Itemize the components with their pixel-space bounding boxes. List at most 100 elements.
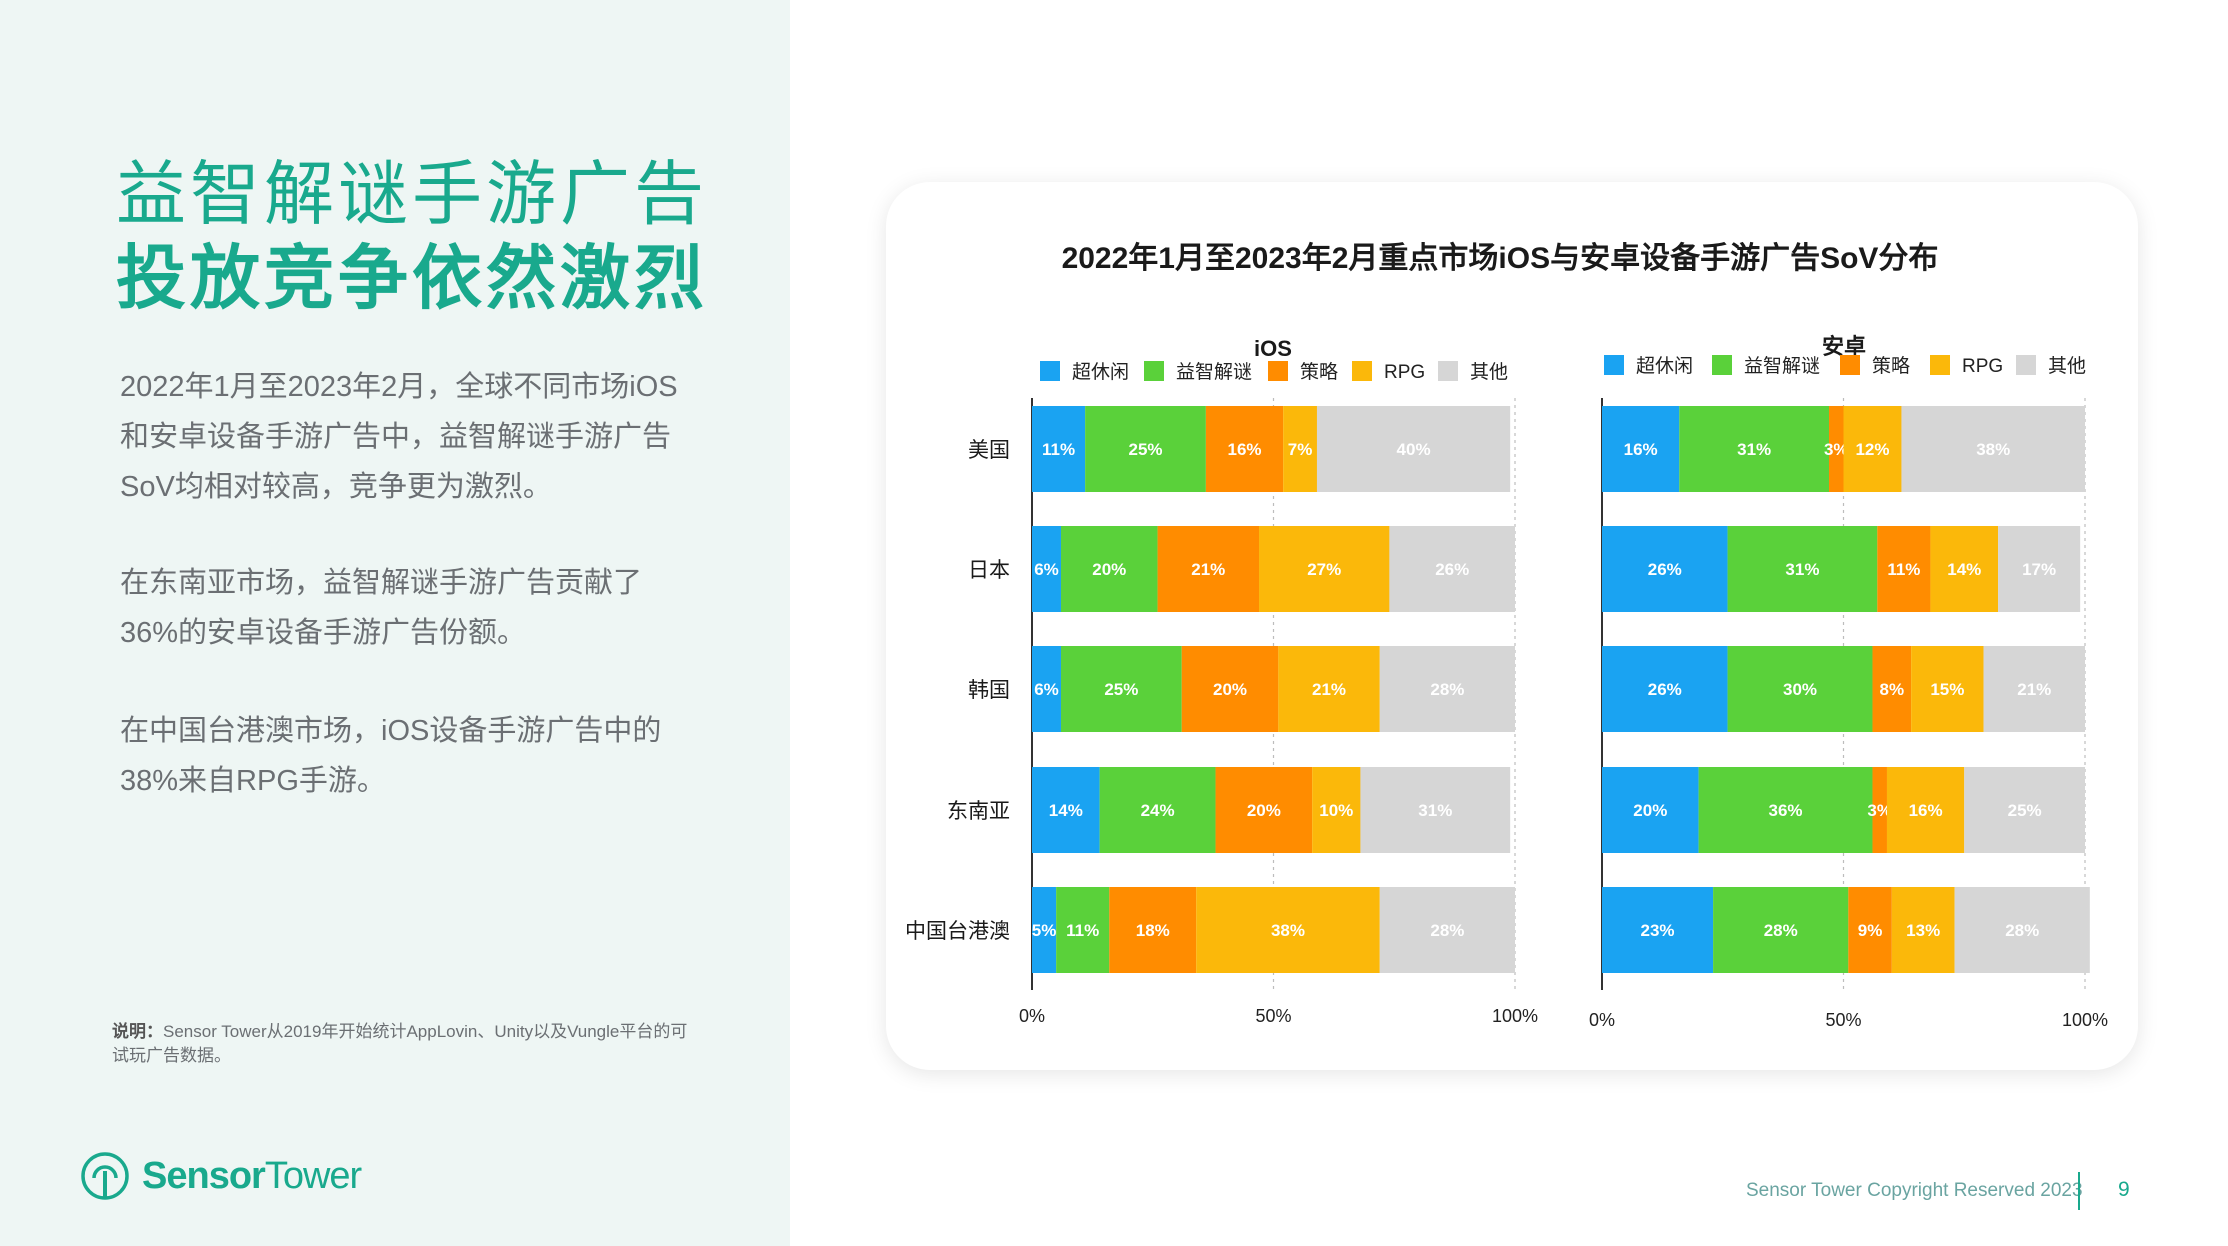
android-bar bbox=[1602, 526, 1728, 612]
ios-bar bbox=[1032, 406, 1086, 492]
android-data-label: 3% bbox=[1824, 440, 1849, 459]
headline-line1: 益智解谜手游广告 bbox=[116, 155, 708, 233]
ios-legend-label: 策略 bbox=[1300, 361, 1338, 383]
android-legend-label: 其他 bbox=[2048, 355, 2086, 377]
category-label: 中国台港澳 bbox=[905, 920, 1010, 943]
ios-tick-label: 0% bbox=[1019, 1006, 1045, 1026]
android-data-label: 12% bbox=[1855, 440, 1889, 459]
logo-text-tower: Tower bbox=[264, 1154, 362, 1197]
android-legend-label: 超休闲 bbox=[1636, 355, 1693, 377]
android-bar bbox=[1998, 526, 2081, 612]
ios-legend-swatch bbox=[1268, 361, 1288, 381]
logo-text-sensor: Sensor bbox=[142, 1154, 266, 1197]
android-data-label: 25% bbox=[2008, 801, 2042, 820]
ios-legend-swatch bbox=[1352, 361, 1372, 381]
android-bar bbox=[1843, 406, 1902, 492]
ios-data-label: 25% bbox=[1104, 680, 1138, 699]
android-data-label: 28% bbox=[1764, 921, 1798, 940]
ios-data-label: 6% bbox=[1034, 680, 1059, 699]
paragraph-1: 2022年1月至2023年2月，全球不同市场iOS和安卓设备手游广告中，益智解谜… bbox=[120, 371, 678, 503]
android-bar bbox=[1954, 887, 2090, 973]
android-legend-swatch bbox=[1604, 355, 1624, 375]
ios-legend-swatch bbox=[1144, 361, 1164, 381]
category-label: 东南亚 bbox=[947, 800, 1010, 823]
ios-data-label: 26% bbox=[1435, 560, 1469, 579]
ios-bar bbox=[1259, 526, 1390, 612]
android-legend-swatch bbox=[1840, 355, 1860, 375]
ios-data-label: 20% bbox=[1092, 560, 1126, 579]
footnote-text: Sensor Tower从2019年开始统计AppLovin、Unity以及Vu… bbox=[112, 1022, 688, 1065]
ios-legend-swatch bbox=[1040, 361, 1060, 381]
android-bar bbox=[1602, 646, 1728, 732]
ios-bar bbox=[1109, 887, 1197, 973]
android-bar bbox=[1602, 767, 1699, 853]
ios-data-label: 20% bbox=[1213, 680, 1247, 699]
android-bar bbox=[1698, 767, 1873, 853]
category-label: 韩国 bbox=[968, 679, 1010, 702]
ios-data-label: 14% bbox=[1049, 801, 1083, 820]
ios-data-label: 40% bbox=[1397, 440, 1431, 459]
android-bar bbox=[1886, 767, 1965, 853]
ios-bar bbox=[1032, 767, 1100, 853]
android-data-label: 23% bbox=[1641, 921, 1675, 940]
android-bar bbox=[1930, 526, 1999, 612]
android-data-label: 9% bbox=[1858, 921, 1883, 940]
ios-bar bbox=[1283, 406, 1317, 492]
ios-subtitle: iOS bbox=[1254, 336, 1292, 361]
headline-line2: 投放竞争依然激烈 bbox=[116, 239, 708, 317]
android-data-label: 30% bbox=[1783, 680, 1817, 699]
android-data-label: 11% bbox=[1887, 560, 1920, 579]
ios-data-label: 21% bbox=[1191, 560, 1225, 579]
android-tick-label: 0% bbox=[1589, 1010, 1615, 1030]
ios-bar bbox=[1032, 887, 1057, 973]
android-bar bbox=[1602, 887, 1714, 973]
android-data-label: 15% bbox=[1930, 680, 1964, 699]
android-legend-swatch bbox=[1930, 355, 1950, 375]
android-bar bbox=[1727, 526, 1878, 612]
chart-title: 2022年1月至2023年2月重点市场iOS与安卓设备手游广告SoV分布 bbox=[1062, 241, 1939, 275]
ios-bar bbox=[1157, 526, 1260, 612]
ios-data-label: 18% bbox=[1136, 921, 1170, 940]
android-data-label: 28% bbox=[2005, 921, 2039, 940]
android-data-label: 38% bbox=[1976, 440, 2010, 459]
android-bar bbox=[1911, 646, 1984, 732]
ios-data-label: 20% bbox=[1247, 801, 1281, 820]
android-data-label: 36% bbox=[1769, 801, 1803, 820]
android-bar bbox=[1872, 646, 1912, 732]
android-bar bbox=[1901, 406, 2085, 492]
ios-data-label: 21% bbox=[1312, 680, 1346, 699]
android-bar bbox=[1727, 646, 1873, 732]
logo-icon bbox=[81, 1152, 129, 1200]
android-data-label: 13% bbox=[1906, 921, 1940, 940]
android-tick-label: 50% bbox=[1825, 1010, 1861, 1030]
android-bar bbox=[1713, 887, 1849, 973]
android-data-label: 3% bbox=[1867, 801, 1892, 820]
ios-data-label: 6% bbox=[1034, 560, 1059, 579]
android-bar bbox=[1848, 887, 1892, 973]
android-data-label: 20% bbox=[1633, 801, 1667, 820]
ios-bar bbox=[1278, 646, 1380, 732]
ios-bar bbox=[1060, 526, 1158, 612]
ios-data-label: 38% bbox=[1271, 921, 1305, 940]
android-data-label: 26% bbox=[1648, 680, 1682, 699]
android-data-label: 21% bbox=[2017, 680, 2051, 699]
ios-data-label: 25% bbox=[1128, 440, 1162, 459]
sensor-tower-logo: SensorTower bbox=[80, 1148, 362, 1204]
ios-data-label: 31% bbox=[1418, 801, 1452, 820]
android-legend-label: 策略 bbox=[1872, 355, 1910, 377]
ios-bar bbox=[1379, 646, 1515, 732]
ios-data-label: 10% bbox=[1319, 801, 1353, 820]
android-bar bbox=[1829, 406, 1844, 492]
ios-legend-label: 其他 bbox=[1470, 361, 1508, 383]
ios-tick-label: 100% bbox=[1492, 1006, 1538, 1026]
footnote-label: 说明： bbox=[112, 1022, 163, 1041]
android-bar bbox=[1679, 406, 1830, 492]
android-tick-label: 100% bbox=[2062, 1010, 2108, 1030]
android-legend-label: RPG bbox=[1962, 356, 2003, 377]
ios-legend-label: 益智解谜 bbox=[1176, 361, 1252, 383]
ios-data-label: 11% bbox=[1042, 440, 1075, 459]
footer-divider bbox=[2078, 1172, 2080, 1210]
android-data-label: 26% bbox=[1648, 560, 1682, 579]
ios-data-label: 7% bbox=[1288, 440, 1313, 459]
